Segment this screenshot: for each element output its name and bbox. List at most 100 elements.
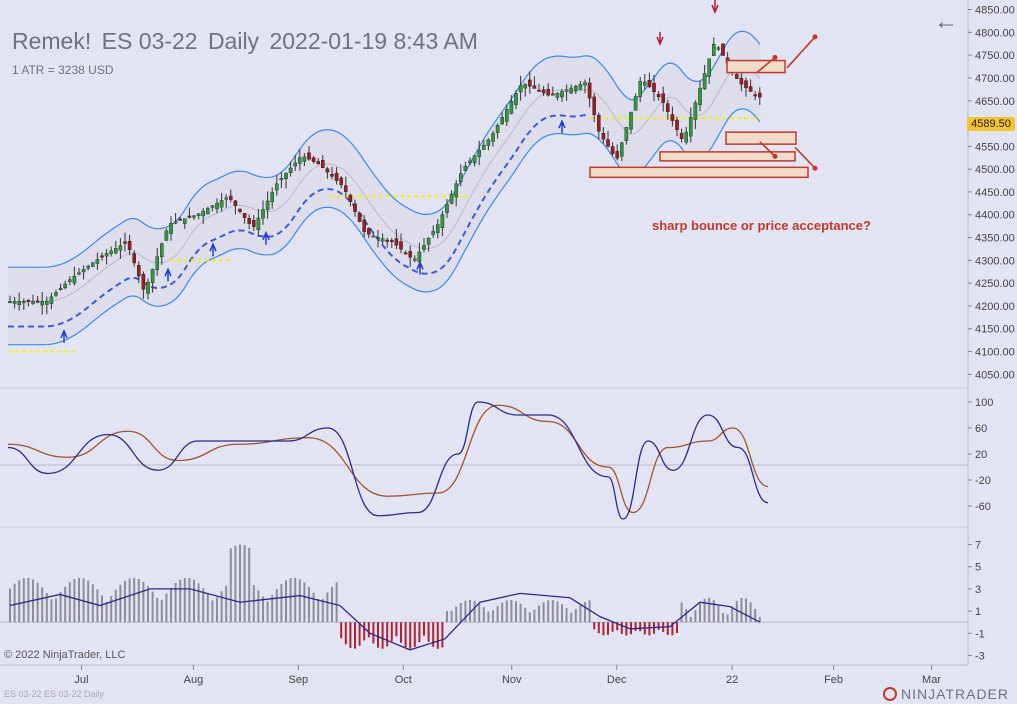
candle-body (215, 202, 219, 210)
y-tick-label: 4700.00 (975, 73, 1015, 85)
y-tick-label: 4650.00 (975, 96, 1015, 108)
candle-body (146, 282, 150, 294)
candle-body (537, 89, 541, 92)
y-tick-label: 4850.00 (975, 5, 1015, 17)
candle-body (302, 156, 307, 162)
candle-body (684, 131, 688, 143)
back-arrow-icon[interactable]: ← (934, 8, 958, 35)
candle-body (228, 195, 233, 200)
candle-body (500, 117, 505, 125)
candle-body (739, 77, 744, 85)
candle-body (141, 273, 146, 290)
candle-body (758, 92, 762, 98)
x-tick-label: Feb (824, 674, 843, 686)
candle-body (330, 174, 334, 177)
candle-body (514, 93, 518, 105)
candle-body (440, 214, 445, 228)
candle-body (49, 296, 54, 304)
logo-text: NINJATRADER (901, 686, 1009, 702)
x-tick-label: Jul (74, 674, 88, 686)
candle-body (689, 117, 693, 137)
candle-body (592, 96, 596, 115)
candle-body (132, 253, 137, 264)
buy-arrow-icon (262, 230, 270, 245)
candle-body (564, 89, 569, 92)
candle-body (643, 81, 647, 86)
chart-title: Remek! ES 03-22 Daily 2022-01-19 8:43 AM (12, 28, 482, 55)
arrow-head (772, 153, 778, 159)
candle-body (344, 185, 348, 192)
buy-arrow-icon (164, 267, 172, 282)
annotation-arrow-icon (794, 146, 816, 169)
y-tick-label: -20 (975, 475, 991, 487)
candle-body (35, 300, 40, 303)
candle-body (123, 241, 127, 244)
sell-arrow-icon (656, 31, 664, 46)
candle-body (205, 208, 210, 215)
candle-body (569, 87, 573, 94)
candle-body (523, 83, 527, 89)
level-box (726, 59, 786, 74)
ninjatrader-logo-icon (883, 687, 898, 701)
candle-body (408, 251, 413, 258)
candle-body (22, 301, 26, 304)
y-tick-label: 4550.00 (975, 141, 1015, 153)
y-tick-label: 4250.00 (975, 278, 1015, 290)
candle-body (293, 162, 298, 167)
y-tick-label: 4350.00 (975, 233, 1015, 245)
candle-body (413, 258, 417, 261)
y-tick-label: -1 (975, 628, 985, 640)
y-tick-label: 5 (975, 562, 981, 574)
annotation-arrow-icon (786, 36, 816, 69)
candle-body (192, 215, 196, 218)
candle-body (201, 210, 206, 217)
candle-body (735, 74, 739, 79)
candle-body (445, 204, 449, 213)
oscillator-slow-line (7, 404, 769, 514)
candle-body (744, 80, 748, 89)
candle-body (518, 85, 523, 93)
candle-body (233, 200, 238, 206)
y-tick-label: 20 (975, 449, 987, 461)
candle-body (652, 82, 656, 93)
candle-body (90, 262, 95, 267)
candle-body (104, 253, 109, 257)
y-tick-label: 4750.00 (975, 50, 1015, 62)
y-tick-label: 4100.00 (975, 347, 1015, 359)
candle-body (284, 172, 288, 179)
y-tick-label: -3 (975, 650, 985, 662)
y-tick-label: 4200.00 (975, 301, 1015, 313)
candle-body (247, 217, 252, 224)
candle-body (702, 73, 707, 90)
candle-body (81, 269, 86, 273)
title-timestamp: 2022-01-19 8:43 AM (269, 28, 478, 54)
arrow-head (772, 54, 778, 60)
y-tick-label: -60 (975, 501, 991, 513)
candle-body (159, 243, 164, 258)
candle-body (67, 279, 72, 282)
candle-body (721, 43, 725, 56)
candle-body (321, 160, 325, 169)
y-tick-label: 4800.00 (975, 27, 1015, 39)
candle-body (468, 160, 472, 164)
candle-body (17, 301, 22, 306)
candle-body (182, 218, 187, 224)
level-box (659, 151, 796, 162)
histogram-signal-line (9, 588, 761, 651)
title-symbol: ES 03-22 (101, 28, 198, 54)
candle-body (385, 239, 390, 242)
x-tick-label: Nov (502, 674, 522, 686)
y-tick-label: 4500.00 (975, 164, 1015, 176)
candle-body (155, 256, 160, 270)
candle-body (357, 212, 362, 222)
annotation-arrow-icon (759, 141, 776, 157)
candle-body (362, 219, 367, 232)
candle-body (633, 96, 638, 111)
candle-body (54, 292, 58, 296)
arrow-head (812, 34, 818, 40)
candle-body (574, 85, 578, 92)
candle-body (348, 194, 353, 202)
candle-body (707, 58, 711, 77)
candle-body (693, 102, 698, 120)
